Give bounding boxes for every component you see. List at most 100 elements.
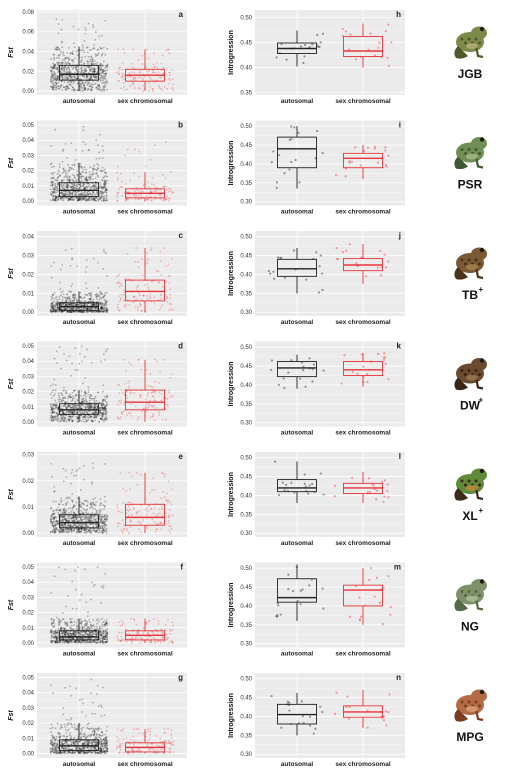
data-point: [121, 72, 124, 75]
data-point: [50, 310, 53, 312]
data-point: [104, 65, 107, 67]
data-point: [165, 492, 168, 495]
panel-k: 0.300.350.400.450.50Introgressionautosom…: [228, 341, 405, 437]
data-point: [96, 622, 98, 625]
data-point: [56, 306, 59, 309]
data-point: [130, 363, 133, 366]
data-point: [56, 300, 59, 303]
data-point: [77, 75, 79, 78]
data-point: [74, 158, 77, 161]
data-point: [144, 509, 147, 511]
data-point: [120, 399, 123, 402]
data-point: [122, 391, 124, 394]
data-point: [66, 303, 69, 306]
data-point: [70, 530, 73, 533]
data-point: [102, 420, 105, 423]
data-point: [103, 186, 106, 189]
data-point: [57, 198, 60, 201]
data-point: [169, 395, 172, 398]
data-point: [83, 177, 86, 180]
data-point: [120, 411, 123, 414]
data-point: [123, 291, 126, 294]
data-point: [93, 68, 96, 71]
data-point: [354, 58, 357, 61]
box: [59, 64, 99, 81]
data-point: [69, 75, 72, 78]
frog-spot: [464, 152, 467, 155]
data-point: [90, 296, 93, 299]
data-point: [122, 81, 125, 84]
frog-photo-tb: [454, 247, 487, 280]
data-point: [67, 61, 70, 64]
data-point: [166, 195, 168, 198]
data-point: [50, 418, 53, 421]
data-point: [73, 474, 76, 477]
frog-spot: [467, 37, 471, 41]
data-point: [148, 82, 151, 84]
data-point: [71, 607, 74, 610]
data-point: [68, 70, 71, 73]
data-point: [103, 76, 105, 78]
data-point: [58, 529, 61, 532]
data-point: [127, 385, 130, 388]
data-point: [62, 528, 65, 531]
data-point: [52, 525, 55, 527]
data-point: [131, 66, 134, 69]
data-point: [54, 63, 57, 66]
data-point: [95, 169, 98, 172]
data-point: [387, 154, 390, 157]
data-point: [54, 310, 56, 313]
data-point: [141, 258, 144, 261]
frog-spot: [467, 148, 471, 151]
data-point: [166, 295, 169, 298]
data-point: [57, 512, 60, 514]
data-point: [117, 417, 120, 420]
data-point: [153, 81, 156, 84]
data-point: [74, 176, 77, 179]
data-point: [93, 530, 96, 532]
data-point: [59, 398, 62, 401]
data-point: [167, 263, 170, 266]
data-point: [91, 60, 94, 63]
data-point: [102, 584, 105, 587]
data-point: [96, 88, 99, 91]
data-point: [80, 197, 83, 199]
data-point: [85, 282, 87, 285]
data-point: [65, 67, 68, 70]
data-point: [139, 394, 141, 397]
data-point: [105, 527, 108, 530]
data-point: [99, 79, 102, 82]
data-point: [116, 506, 118, 508]
data-point: [91, 404, 93, 407]
data-point: [146, 527, 149, 530]
data-point: [100, 47, 102, 50]
data-point: [59, 75, 62, 77]
data-point: [64, 86, 67, 88]
data-point: [101, 88, 103, 91]
data-point: [93, 164, 96, 167]
data-point: [61, 65, 64, 68]
data-point: [105, 415, 108, 418]
data-point: [94, 507, 96, 510]
data-point: [149, 158, 152, 161]
data-point: [102, 60, 105, 63]
data-point: [73, 164, 76, 167]
data-point: [89, 76, 92, 79]
data-point: [98, 88, 101, 91]
data-point: [69, 51, 72, 54]
data-point: [71, 307, 73, 310]
data-point: [72, 50, 74, 53]
data-point: [95, 157, 98, 160]
data-point: [67, 523, 70, 526]
data-point: [103, 168, 106, 171]
data-point: [70, 618, 73, 620]
data-point: [54, 185, 57, 187]
data-point: [96, 49, 99, 52]
data-point: [95, 75, 98, 78]
data-point: [104, 73, 107, 75]
data-point: [147, 57, 150, 60]
data-point: [106, 348, 109, 351]
data-point: [56, 418, 59, 420]
data-point: [98, 181, 101, 184]
data-point: [67, 405, 70, 408]
